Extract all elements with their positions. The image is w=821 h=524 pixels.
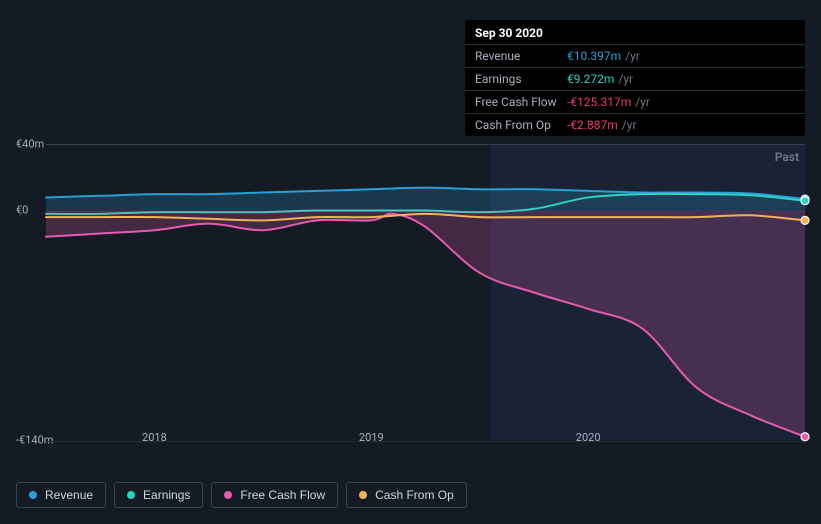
x-axis-tick: 2019 [359, 431, 384, 444]
legend-dot-icon [224, 491, 232, 499]
tooltip-label: Cash From Op [475, 118, 567, 132]
tooltip-label: Revenue [475, 49, 567, 63]
tooltip-unit: /yr [618, 72, 633, 86]
tooltip-value: -€125.317m [567, 95, 631, 109]
legend-dot-icon [359, 491, 367, 499]
tooltip-value: -€2.887m [567, 118, 618, 132]
y-axis-tick: €0 [16, 203, 28, 216]
legend-dot-icon [127, 491, 135, 499]
plot-area[interactable] [46, 144, 805, 440]
tooltip-date: Sep 30 2020 [465, 20, 805, 44]
legend-item[interactable]: Earnings [114, 482, 203, 508]
y-axis-tick: €40m [16, 138, 44, 151]
end-marker [801, 197, 809, 205]
hover-tooltip: Sep 30 2020 Revenue€10.397m/yrEarnings€9… [465, 20, 805, 136]
tooltip-row: Cash From Op-€2.887m/yr [465, 113, 805, 136]
tooltip-unit: /yr [625, 49, 640, 63]
legend-item[interactable]: Cash From Op [346, 482, 467, 508]
legend-item[interactable]: Free Cash Flow [211, 482, 338, 508]
legend-item[interactable]: Revenue [16, 482, 106, 508]
legend-label: Free Cash Flow [240, 488, 325, 502]
legend-dot-icon [29, 491, 37, 499]
tooltip-row: Revenue€10.397m/yr [465, 44, 805, 67]
end-marker [801, 433, 809, 441]
legend-label: Cash From Op [375, 488, 454, 502]
tooltip-label: Free Cash Flow [475, 95, 567, 109]
x-axis-tick: 2020 [576, 431, 601, 444]
financials-chart: Past €40m€0-€140m 201820192020 [16, 118, 805, 478]
series-fill [46, 211, 805, 437]
tooltip-unit: /yr [635, 95, 650, 109]
legend-label: Revenue [45, 488, 93, 502]
legend-label: Earnings [143, 488, 190, 502]
end-marker [801, 216, 809, 224]
tooltip-value: €9.272m [567, 72, 614, 86]
x-axis-tick: 2018 [142, 431, 167, 444]
tooltip-row: Free Cash Flow-€125.317m/yr [465, 90, 805, 113]
tooltip-value: €10.397m [567, 49, 621, 63]
tooltip-label: Earnings [475, 72, 567, 86]
series-fill [46, 188, 805, 211]
legend: Revenue Earnings Free Cash Flow Cash From O… [16, 482, 467, 508]
tooltip-unit: /yr [622, 118, 637, 132]
tooltip-row: Earnings€9.272m/yr [465, 67, 805, 90]
